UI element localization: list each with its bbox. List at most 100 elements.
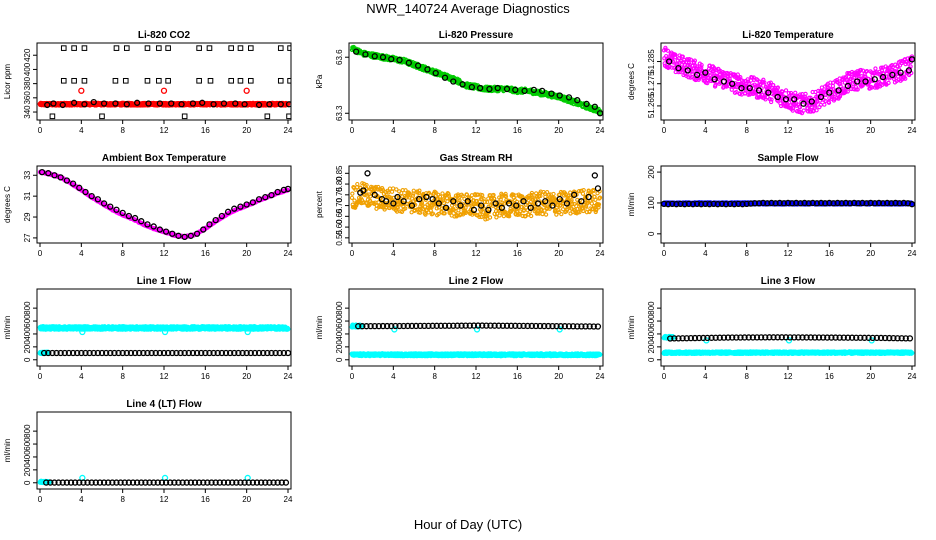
data-point [232,100,239,107]
data-point [513,202,520,209]
data-point [498,204,505,211]
data-point [243,201,250,208]
y-tick-label: 0.75 [335,186,344,202]
x-tick-label: 24 [908,126,917,135]
data-point [362,51,369,58]
y-axis-label: ml/min [627,193,636,217]
series-rh-circles [357,170,602,214]
data-point [800,100,807,107]
y-axis-label: kPa [315,74,324,88]
dense-point [545,206,550,211]
dense-point [672,55,678,60]
data-point [583,100,590,108]
panel-title: Sample Flow [757,153,818,164]
data-point [59,101,66,109]
data-point [591,103,598,110]
dense-point [567,195,572,200]
dense-point [778,103,784,109]
dense-point [713,83,718,88]
data-point [113,206,120,213]
data-point [264,113,271,120]
x-tick-label: 8 [744,126,749,135]
dense-point [501,214,507,219]
dense-point [457,198,462,203]
data-point [144,221,151,228]
data-point [285,101,291,108]
dense-point [860,83,865,88]
data-point [169,230,176,237]
main-title: NWR_140724 Average Diagnostics [366,1,570,16]
dense-point [456,208,461,213]
data-point [178,101,185,108]
data-point [144,77,151,84]
dense-point [554,212,559,217]
data-point [396,56,403,64]
dense-point [787,97,792,102]
y-axis-label: degrees C [3,186,12,223]
dense-point [417,210,423,215]
x-tick-label: 24 [596,249,605,258]
data-point [99,113,105,120]
y-tick-label: 51.265 [647,93,656,118]
data-point [175,232,182,239]
data-point [150,223,157,230]
x-tick-label: 12 [784,249,793,258]
dense-point [355,181,360,187]
x-tick-label: 12 [160,249,169,258]
data-point [243,87,250,94]
data-point [364,170,371,177]
dense-point [546,199,551,204]
data-point [112,100,119,107]
dense-point [662,61,667,66]
x-tick-label: 4 [79,126,84,135]
data-point [81,101,88,108]
y-axis-label: percent [315,190,324,217]
data-point [774,93,781,101]
dense-point [699,62,704,68]
data-point [897,69,904,76]
dense-point [816,88,821,94]
data-point [405,59,412,66]
y-tick-label: 0 [647,231,656,236]
x-tick-label: 0 [350,249,355,258]
data-point [90,98,97,106]
data-point [494,84,501,92]
dense-point [763,97,768,102]
data-point [905,67,913,74]
data-point [711,76,718,83]
data-point [563,200,571,207]
y-tick-label: 63.3 [335,105,344,121]
data-point [248,77,254,84]
dense-point [403,206,408,211]
dense-point [775,85,781,90]
data-point [156,226,164,233]
dense-point [665,48,671,53]
data-point [414,62,422,69]
dense-point [783,88,789,93]
data-point [371,191,378,198]
dense-point [482,199,488,205]
dense-point [437,194,443,199]
dense-point [376,200,381,205]
dense-point [819,94,824,100]
dense-point [487,215,493,220]
dense-point [580,191,586,196]
dense-point [529,213,534,219]
data-point [548,90,555,97]
data-point [390,200,397,207]
dense-point [589,201,594,206]
dense-point [529,190,535,196]
dense-point [570,201,575,206]
y-tick-label: 380 [23,76,32,90]
data-point [738,85,745,92]
dense-point [822,102,827,107]
dense-point [400,194,405,199]
data-point [181,233,188,241]
data-point [133,99,141,106]
data-point [835,87,842,94]
data-point [268,191,275,199]
y-tick-label: 0.70 [335,197,344,213]
dense-point [858,67,864,73]
